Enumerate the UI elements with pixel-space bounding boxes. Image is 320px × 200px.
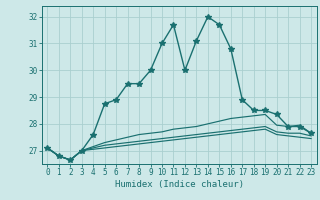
X-axis label: Humidex (Indice chaleur): Humidex (Indice chaleur) (115, 180, 244, 189)
